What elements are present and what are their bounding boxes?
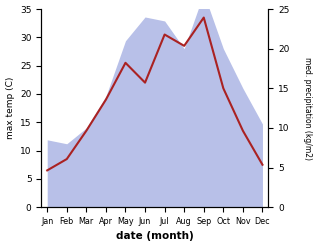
Y-axis label: med. precipitation (kg/m2): med. precipitation (kg/m2): [303, 57, 313, 160]
X-axis label: date (month): date (month): [116, 231, 194, 242]
Y-axis label: max temp (C): max temp (C): [5, 77, 15, 139]
